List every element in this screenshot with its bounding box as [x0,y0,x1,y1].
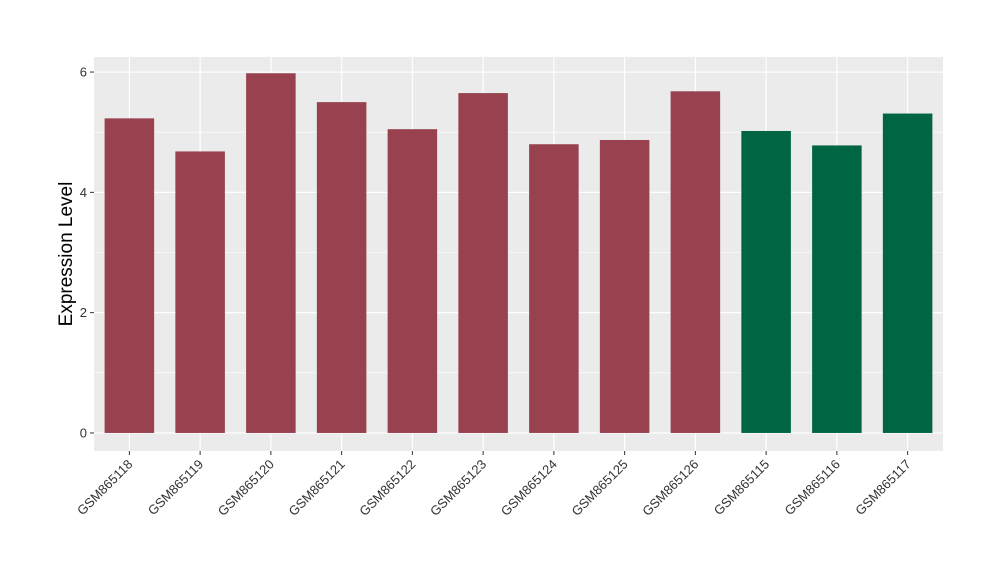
y-tick-label: 0 [80,425,87,440]
bar [316,102,367,433]
bar [246,73,296,433]
x-tick-label: GSM865124 [498,457,560,519]
bar [882,113,933,433]
x-tick-label: GSM865116 [781,457,843,519]
plot-panel [94,57,943,451]
bar [812,145,862,433]
x-tick-label: GSM865123 [427,457,489,519]
bar [104,118,155,433]
x-tick-label: GSM865126 [639,457,701,519]
y-tick-label: 2 [80,305,87,320]
x-tick-label: GSM865121 [286,457,348,519]
y-tick-label: 6 [80,65,87,80]
bar [670,91,721,433]
y-axis: 0 2 4 6 [80,65,94,440]
x-tick-label: GSM865125 [569,457,631,519]
x-tick-label: GSM865119 [145,457,207,519]
bar [741,130,791,433]
bar [387,129,438,433]
grid-minor [94,131,943,374]
x-tick-label: GSM865115 [711,457,773,519]
x-tick-label: GSM865120 [215,457,277,519]
bar [599,140,650,433]
bar [175,151,225,433]
x-tick-label: GSM865122 [356,457,418,519]
y-tick-label: 4 [80,185,87,200]
x-tick-label: GSM865117 [852,457,914,519]
bar [529,144,579,433]
bar [458,93,508,433]
x-tick-label: GSM865118 [74,457,136,519]
y-axis-title: Expression Level [56,182,77,327]
x-axis: GSM865118 GSM865119 GSM865120 GSM865121 GSM8… [74,451,914,519]
bars [104,73,933,433]
